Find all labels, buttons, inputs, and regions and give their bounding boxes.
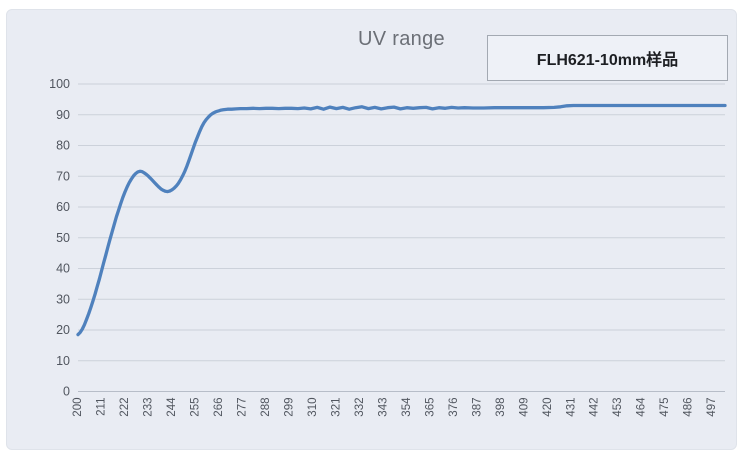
x-tick-label: 277 bbox=[236, 398, 248, 417]
x-tick-label: 266 bbox=[213, 398, 225, 417]
chart-card bbox=[6, 9, 737, 450]
y-tick-label: 30 bbox=[56, 292, 70, 306]
y-tick-label: 60 bbox=[56, 200, 70, 214]
y-tick-label: 90 bbox=[56, 108, 70, 122]
x-tick-label: 420 bbox=[542, 398, 554, 417]
x-tick-label: 486 bbox=[683, 398, 695, 417]
y-tick-label: 70 bbox=[56, 169, 70, 183]
x-tick-label: 497 bbox=[706, 398, 718, 417]
y-tick-label: 20 bbox=[56, 323, 70, 337]
x-tick-label: 453 bbox=[612, 398, 624, 417]
x-tick-label: 409 bbox=[518, 398, 530, 417]
x-tick-label: 343 bbox=[377, 398, 389, 417]
legend-box: FLH621-10mm样品 bbox=[487, 35, 728, 81]
series-line bbox=[76, 103, 727, 337]
x-tick-label: 310 bbox=[307, 398, 319, 417]
x-tick-label: 255 bbox=[189, 398, 201, 417]
x-tick-label: 376 bbox=[448, 398, 460, 417]
x-tick-label: 354 bbox=[401, 397, 413, 417]
x-tick-label: 211 bbox=[96, 398, 108, 416]
x-tick-label: 244 bbox=[166, 397, 178, 417]
y-tick-label: 50 bbox=[56, 231, 70, 245]
x-tick-label: 332 bbox=[354, 398, 366, 417]
x-tick-label: 200 bbox=[72, 398, 84, 417]
y-tick-label: 10 bbox=[56, 354, 70, 368]
x-tick-label: 299 bbox=[283, 398, 295, 417]
x-tick-label: 475 bbox=[659, 398, 671, 417]
y-tick-label: 40 bbox=[56, 262, 70, 276]
x-tick-label: 387 bbox=[471, 398, 483, 417]
x-tick-label: 233 bbox=[143, 398, 155, 417]
x-tick-label: 464 bbox=[636, 397, 648, 417]
x-tick-label: 288 bbox=[260, 398, 272, 417]
chart-title: UV range bbox=[358, 28, 445, 50]
x-tick-label: 398 bbox=[495, 398, 507, 417]
x-tick-label: 321 bbox=[330, 398, 342, 417]
y-tick-label: 80 bbox=[56, 139, 70, 153]
y-tick-label: 100 bbox=[49, 77, 70, 91]
x-tick-label: 431 bbox=[565, 398, 577, 417]
y-tick-label: 0 bbox=[63, 385, 70, 399]
x-tick-label: 365 bbox=[424, 398, 436, 417]
x-tick-label: 222 bbox=[119, 398, 131, 417]
x-tick-label: 442 bbox=[589, 398, 601, 417]
legend-label: FLH621-10mm样品 bbox=[536, 52, 679, 69]
